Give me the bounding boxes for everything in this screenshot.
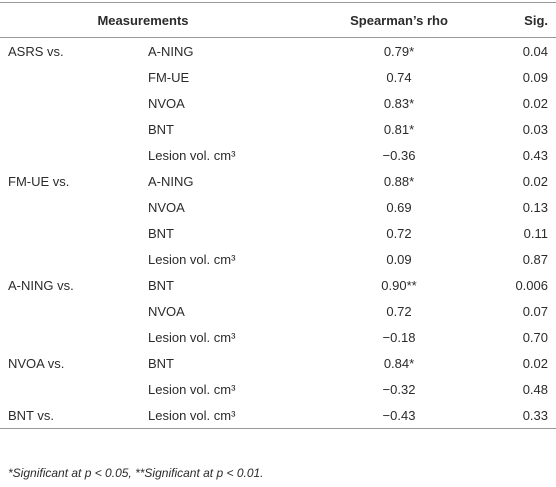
sig-cell: 0.70 — [522, 329, 548, 345]
table-row: BNT 0.81* 0.03 — [0, 116, 556, 142]
measure-cell: FM-UE — [148, 69, 190, 85]
sig-cell: 0.03 — [522, 121, 548, 137]
table-row: Lesion vol. cm³ −0.18 0.70 — [0, 324, 556, 350]
footnote: *Significant at p < 0.05, **Significant … — [8, 466, 264, 480]
empty-cell — [0, 142, 140, 168]
table-row: A-NING vs. BNT 0.90** 0.006 — [0, 272, 556, 298]
sig-cell: 0.04 — [522, 43, 548, 59]
measure-cell: BNT — [148, 277, 174, 293]
sig-cell: 0.48 — [522, 381, 548, 397]
empty-cell — [0, 116, 140, 142]
table: Measurements Spearman’s rho Sig. ASRS vs… — [0, 2, 556, 429]
sig-cell: 0.02 — [522, 95, 548, 111]
group-label: A-NING vs. — [8, 277, 74, 293]
group-label: NVOA vs. — [8, 355, 65, 371]
measure-cell: NVOA — [148, 95, 185, 111]
rho-cell: 0.69 — [386, 199, 412, 215]
empty-cell — [0, 324, 140, 350]
sig-cell: 0.33 — [480, 402, 556, 429]
table-row: ASRS vs. A-NING 0.79* 0.04 — [0, 38, 556, 65]
rho-cell: 0.88* — [383, 173, 415, 189]
measure-cell: NVOA — [148, 303, 185, 319]
measure-cell: Lesion vol. cm³ — [148, 381, 236, 397]
sig-cell: 0.02 — [522, 355, 548, 371]
table-row: BNT 0.72 0.11 — [0, 220, 556, 246]
empty-cell — [0, 90, 140, 116]
header-cell: Sig. — [480, 2, 556, 38]
measure-cell: BNT — [148, 355, 174, 371]
rho-cell: 0.74 — [386, 69, 412, 85]
table-row: NVOA 0.69 0.13 — [0, 194, 556, 220]
measure-cell: A-NING — [148, 173, 194, 189]
rho-cell: 0.72 — [386, 303, 412, 319]
rho-cell: −0.36 — [382, 147, 416, 163]
rho-cell: 0.90** — [381, 277, 417, 293]
table-row: NVOA 0.83* 0.02 — [0, 90, 556, 116]
empty-cell — [0, 64, 140, 90]
sig-cell: 0.006 — [515, 277, 548, 293]
rho-cell: 0.72 — [386, 225, 412, 241]
header-row: Measurements Spearman’s rho Sig. — [0, 2, 556, 38]
header-cell: Spearman’s rho — [286, 2, 480, 38]
sig-cell: 0.09 — [522, 69, 548, 85]
measure-cell: Lesion vol. cm³ — [148, 251, 236, 267]
sig-cell: 0.13 — [522, 199, 548, 215]
table-row: NVOA vs. BNT 0.84* 0.02 — [0, 350, 556, 376]
empty-cell — [0, 298, 140, 324]
rho-cell: −0.43 — [286, 402, 480, 429]
empty-cell — [0, 376, 140, 402]
table-body: ASRS vs. A-NING 0.79* 0.04 FM-UE 0.74 0.09 NVOA… — [0, 38, 556, 429]
table-header: Measurements Spearman’s rho Sig. — [0, 2, 556, 38]
table-row: Lesion vol. cm³ 0.09 0.87 — [0, 246, 556, 272]
group-label: BNT vs. — [0, 402, 140, 429]
rho-cell: 0.84* — [383, 355, 415, 371]
rho-cell: 0.83* — [383, 95, 415, 111]
sig-cell: 0.02 — [522, 173, 548, 189]
table-row: NVOA 0.72 0.07 — [0, 298, 556, 324]
measure-cell: A-NING — [148, 43, 194, 59]
measure-cell: NVOA — [148, 199, 185, 215]
measure-cell: Lesion vol. cm³ — [148, 329, 236, 345]
table-row: FM-UE 0.74 0.09 — [0, 64, 556, 90]
sig-cell: 0.87 — [522, 251, 548, 267]
group-label: FM-UE vs. — [8, 173, 70, 189]
sig-cell: 0.11 — [523, 225, 548, 241]
table-row: BNT vs. Lesion vol. cm³ −0.43 0.33 — [0, 402, 556, 429]
header-cell: Measurements — [0, 2, 286, 38]
empty-cell — [0, 246, 140, 272]
rho-cell: 0.09 — [386, 251, 412, 267]
measure-cell: Lesion vol. cm³ — [148, 147, 236, 163]
empty-cell — [0, 194, 140, 220]
sig-cell: 0.07 — [522, 303, 548, 319]
sig-cell: 0.43 — [522, 147, 548, 163]
table-row: Lesion vol. cm³ −0.36 0.43 — [0, 142, 556, 168]
rho-cell: −0.18 — [382, 329, 416, 345]
table-row: Lesion vol. cm³ −0.32 0.48 — [0, 376, 556, 402]
rho-cell: 0.79* — [383, 43, 415, 59]
rho-cell: 0.81* — [383, 121, 415, 137]
empty-cell — [0, 220, 140, 246]
group-label: ASRS vs. — [8, 43, 64, 59]
measure-cell: Lesion vol. cm³ — [140, 402, 286, 429]
measure-cell: BNT — [148, 225, 174, 241]
measure-cell: BNT — [148, 121, 174, 137]
rho-cell: −0.32 — [382, 381, 416, 397]
table-row: FM-UE vs. A-NING 0.88* 0.02 — [0, 168, 556, 194]
